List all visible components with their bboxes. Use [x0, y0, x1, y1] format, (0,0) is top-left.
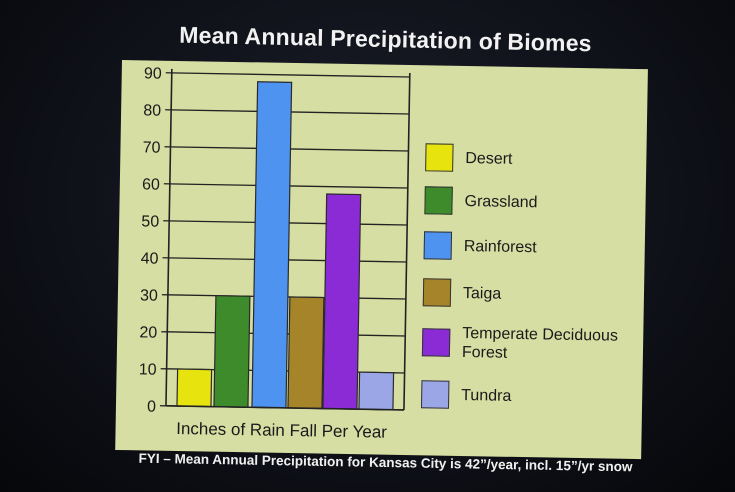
y-tick-label: 70 — [143, 139, 161, 156]
y-tick-label: 30 — [140, 287, 158, 304]
legend-swatch — [422, 278, 452, 307]
legend-label: Rainforest — [463, 237, 537, 256]
legend-swatch — [425, 143, 454, 172]
bar-rainforest — [251, 81, 293, 409]
plot-frame — [165, 68, 411, 411]
y-tick-label: 20 — [139, 324, 157, 341]
legend-swatch — [424, 186, 453, 215]
y-tick-label: 0 — [147, 398, 156, 415]
legend-swatch — [420, 380, 450, 409]
legend-item: Desert — [425, 143, 645, 175]
legend-item: Grassland — [424, 186, 644, 218]
bars — [176, 81, 395, 411]
bar-taiga — [287, 296, 325, 410]
bar-tundra — [358, 371, 395, 411]
slide-title: Mean Annual Precipitation of Biomes — [179, 21, 593, 57]
chart-plot: 0 10 20 30 40 50 60 70 80 90 — [139, 65, 411, 416]
legend-label: Temperate Deciduous Forest — [461, 324, 619, 362]
x-axis-label: Inches of Rain Fall Per Year — [176, 419, 388, 442]
legend-swatch — [423, 231, 453, 260]
legend-label: Desert — [465, 149, 513, 168]
gridline — [171, 72, 410, 78]
bar-temperate-deciduous-forest — [322, 193, 362, 410]
bar-grassland — [213, 295, 251, 408]
y-tick-label: 50 — [141, 213, 159, 230]
legend-item: Taiga — [422, 278, 643, 310]
legend-swatch — [421, 328, 451, 357]
y-tick-label: 80 — [143, 102, 161, 119]
legend-item: Temperate Deciduous Forest — [421, 323, 643, 365]
legend-item: Tundra — [420, 380, 641, 412]
y-tick-label: 40 — [141, 250, 159, 267]
bar-desert — [176, 368, 213, 408]
legend-label: Grassland — [464, 192, 538, 211]
legend-label: Tundra — [461, 386, 512, 405]
chart-panel: 0 10 20 30 40 50 60 70 80 90 Inches of Rain Fall … — [115, 60, 648, 460]
y-tick-label: 60 — [142, 176, 160, 193]
y-axis-line — [165, 68, 173, 406]
legend-label: Taiga — [462, 284, 502, 303]
y-axis-ticks: 0 10 20 30 40 50 60 70 80 90 — [139, 65, 172, 416]
plot-right-edge — [403, 73, 411, 410]
y-tick-label: 10 — [139, 361, 157, 378]
y-tick-label: 90 — [144, 65, 162, 82]
legend-item: Rainforest — [423, 231, 644, 263]
x-axis-line — [165, 405, 404, 411]
